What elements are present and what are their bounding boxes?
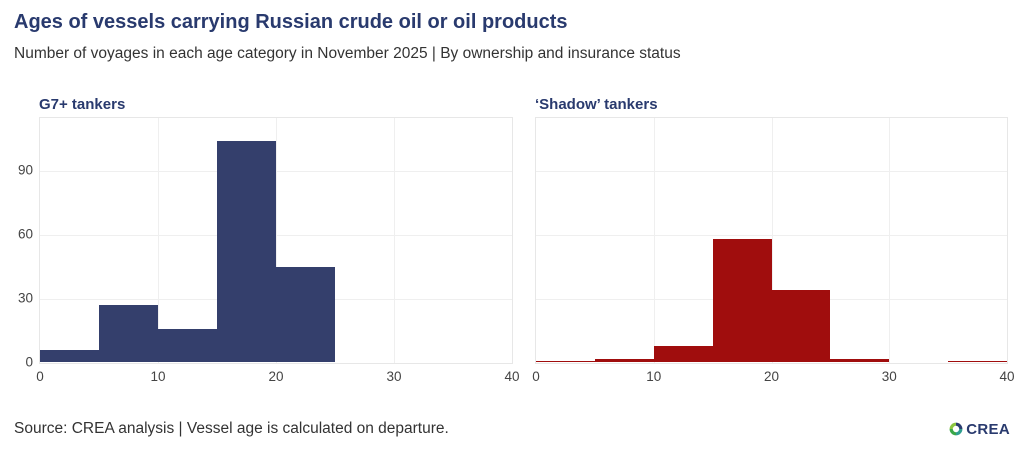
charts-row: G7+ tankers 0 30 60 90 0 10 20 30 40 ‘Shadow’ t… — [14, 95, 1015, 384]
histogram-bar — [948, 360, 1007, 362]
x-tick-label: 30 — [386, 369, 402, 384]
x-tick-label: 0 — [532, 369, 540, 384]
histogram-bar — [276, 266, 335, 362]
histogram-bar — [99, 305, 158, 362]
chart-subtitle: Number of voyages in each age category i… — [14, 45, 681, 62]
histogram-bar — [217, 140, 276, 362]
panel-shadow-tankers: ‘Shadow’ tankers 0 10 20 30 40 — [532, 95, 1015, 384]
page-title: Ages of vessels carrying Russian crude o… — [14, 11, 568, 33]
x-gridline — [653, 118, 655, 363]
y-gridline — [536, 170, 1007, 172]
y-tick-label: 90 — [17, 162, 33, 178]
histogram-bar — [771, 290, 831, 362]
x-tick-label: 10 — [150, 369, 166, 384]
y-gridline — [536, 234, 1007, 236]
histogram-bar — [158, 328, 217, 362]
panel-title-g7: G7+ tankers — [39, 96, 126, 113]
y-tick-label: 30 — [17, 290, 33, 306]
x-tick-label: 20 — [763, 369, 780, 384]
shadow-histogram-plot: 0 10 20 30 40 — [532, 117, 1015, 384]
x-gridline — [276, 118, 277, 363]
y-gridline — [40, 234, 512, 236]
g7-histogram-plot: 0 10 20 30 40 — [36, 117, 520, 384]
x-tick-label: 40 — [504, 369, 520, 384]
panel-title-shadow: ‘Shadow’ tankers — [535, 96, 658, 113]
footer: Source: CREA analysis | Vessel age is ca… — [14, 420, 1010, 438]
x-tick-label: 0 — [36, 369, 44, 384]
x-tick-label: 30 — [881, 369, 897, 384]
y-axis-labels: 0 30 60 90 — [14, 117, 39, 369]
x-gridline — [889, 118, 891, 363]
histogram-bar — [40, 350, 99, 362]
y-tick-label: 60 — [17, 226, 33, 242]
histogram-bar — [653, 345, 713, 362]
crea-pinwheel-icon — [949, 422, 963, 436]
histogram-bar — [712, 239, 772, 362]
crea-logo: CREA — [949, 421, 1010, 438]
x-gridline — [771, 118, 773, 363]
x-gridline — [394, 118, 395, 363]
source-note: Source: CREA analysis | Vessel age is ca… — [14, 420, 449, 437]
x-tick-label: 20 — [268, 369, 284, 384]
x-tick-label: 10 — [646, 369, 662, 384]
y-tick-label: 0 — [25, 354, 33, 370]
histogram-bar — [830, 358, 890, 362]
x-gridline — [158, 118, 159, 363]
panel-g7-tankers: G7+ tankers 0 30 60 90 0 10 20 30 40 — [14, 95, 520, 384]
y-gridline — [40, 170, 512, 172]
histogram-bar — [594, 358, 654, 362]
histogram-bar — [536, 360, 595, 362]
crea-logo-text: CREA — [966, 420, 1010, 438]
x-tick-label: 40 — [999, 369, 1015, 384]
